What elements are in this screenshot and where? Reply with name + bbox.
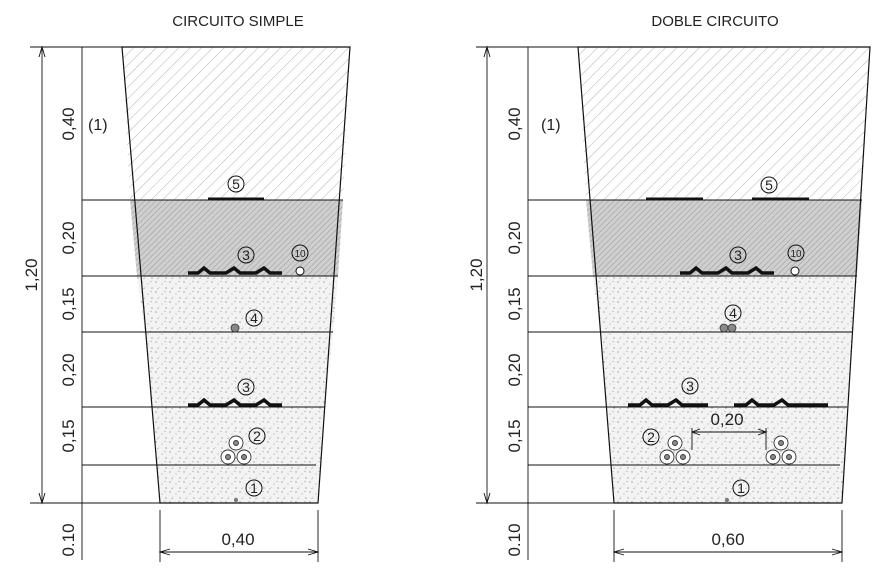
layer-label-2: 0,20 [59,221,78,254]
callout-3-upper: 3 [242,247,250,263]
cable-trefoil [220,435,252,465]
panel-title: CIRCUITO SIMPLE [172,13,303,30]
communication-tube [230,323,240,333]
callout-4: 4 [250,310,258,326]
total-height-label: 1,20 [22,258,41,291]
layer-label-4: 0,20 [505,353,524,386]
dimension-lines [483,45,844,562]
layer-label-5: 0,15 [59,419,78,452]
callouts: 5 3 10 4 3 2 1 [642,176,805,497]
note-label: (1) [541,117,561,134]
sand-layer-upper [593,276,857,332]
bottom-label: 0.10 [505,523,524,556]
bed-marker [725,498,729,502]
protection-plate-upper [680,265,774,275]
layer-label-5: 0,15 [505,419,524,452]
callout-5: 5 [765,177,773,193]
trench-outline [577,46,871,504]
trench-outline [121,46,351,504]
concrete-layer [130,200,343,276]
protection-plate-lower-right [734,397,828,407]
callout-2: 2 [647,429,655,445]
total-height-label: 1,20 [467,258,486,291]
backfill-soil-layer [122,47,350,200]
callout-10: 10 [294,249,306,260]
sand-layer-lower [606,407,847,503]
note-label: (1) [88,117,108,134]
sand-layer-upper [137,276,338,332]
ground-wire [295,266,305,276]
sand-layer-middle [600,332,853,407]
layer-label-1: 0,40 [505,107,524,140]
callout-3-lower: 3 [242,379,250,395]
protection-plate-lower-left [628,397,708,407]
panel-title: DOBLE CIRCUITO [651,13,778,30]
callout-1: 1 [737,480,745,496]
layer-label-4: 0,20 [59,353,78,386]
callouts: 5 3 10 4 3 2 1 [227,175,309,497]
width-label: 0,60 [711,530,744,549]
bed-marker [234,498,238,502]
panel-doble-circuito: DOBLE CIRCUITO [467,13,871,562]
callout-5: 5 [232,176,240,192]
concrete-layer [586,200,862,276]
ground-wire [790,266,800,276]
layer-label-3: 0,15 [59,287,78,320]
protection-plate-upper [188,265,282,275]
communication-tube-left [719,323,729,333]
dimension-lines [38,45,320,562]
panel-circuito-simple: CIRCUITO SIMPLE [22,13,351,562]
layer-label-2: 0,20 [505,221,524,254]
communication-tube-right [727,323,737,333]
bottom-label: 0.10 [59,523,78,556]
spacing-label: 0,20 [710,410,743,429]
cable-trefoil-right [765,435,797,465]
cable-trefoil-left [659,435,691,465]
callout-1: 1 [250,480,258,496]
callout-3-lower: 3 [686,378,694,394]
callout-3-upper: 3 [734,247,742,263]
callout-4: 4 [729,305,737,321]
callout-10: 10 [790,249,802,260]
protection-plate-lower [188,397,282,407]
sand-layer-middle [145,332,333,407]
width-label: 0,40 [221,530,254,549]
layer-label-3: 0,15 [505,287,524,320]
backfill-soil-layer [578,47,870,200]
callout-2: 2 [253,428,261,444]
layer-boundaries [30,46,343,504]
layer-label-1: 0,40 [59,107,78,140]
